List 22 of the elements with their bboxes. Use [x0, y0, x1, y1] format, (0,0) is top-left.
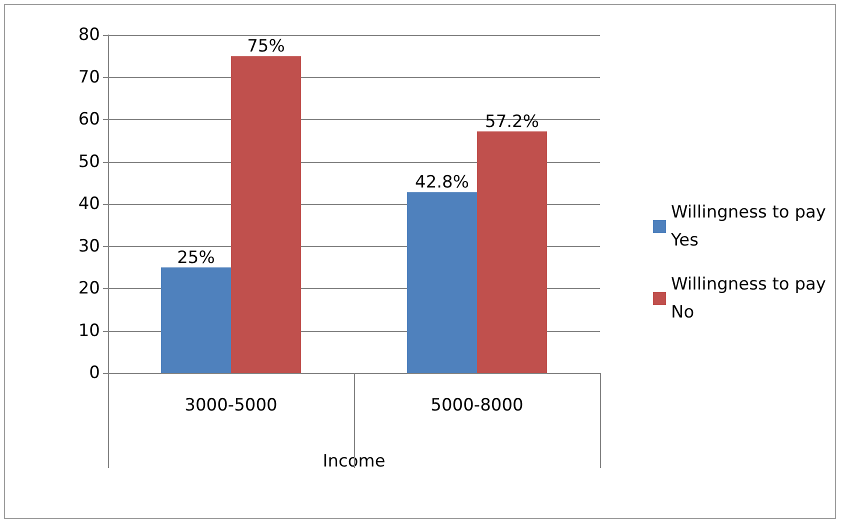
y-tick-label: 10: [78, 320, 100, 341]
legend-label: Willingness to pay Yes: [670, 202, 832, 250]
x-axis-title: Income: [322, 452, 386, 472]
data-label: 25%: [177, 248, 215, 268]
y-tick-label: 60: [78, 110, 100, 130]
data-label: 42.8%: [414, 172, 470, 193]
y-tick-label: 40: [78, 194, 100, 214]
bar: [407, 192, 477, 373]
y-tick-label: 50: [78, 152, 100, 172]
y-tick-label: 20: [78, 278, 100, 298]
bar: [161, 267, 231, 373]
y-tick-label: 30: [78, 236, 100, 256]
bar: [477, 131, 547, 373]
x-tick-label: 5000-8000: [430, 396, 524, 416]
y-tick-label: 80: [78, 25, 100, 45]
data-label: 75%: [247, 36, 285, 57]
legend-label: Willingness to pay No: [671, 274, 832, 322]
y-tick-label: 70: [78, 67, 100, 88]
x-tick-label: 3000-5000: [184, 396, 278, 416]
y-tick-label: 0: [89, 363, 100, 383]
data-label: 57.2%: [484, 112, 540, 132]
bar: [231, 56, 301, 373]
